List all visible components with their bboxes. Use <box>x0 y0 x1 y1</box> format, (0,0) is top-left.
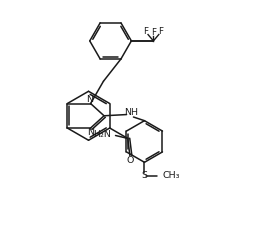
Text: O: O <box>126 156 134 165</box>
Text: H₂N: H₂N <box>93 130 111 139</box>
Text: F: F <box>158 27 163 36</box>
Text: CH₃: CH₃ <box>162 171 180 180</box>
Text: F: F <box>151 28 156 37</box>
Text: F: F <box>144 27 149 36</box>
Text: N: N <box>87 128 94 137</box>
Text: N: N <box>86 95 93 104</box>
Text: NH: NH <box>124 108 138 117</box>
Text: S: S <box>141 171 147 180</box>
